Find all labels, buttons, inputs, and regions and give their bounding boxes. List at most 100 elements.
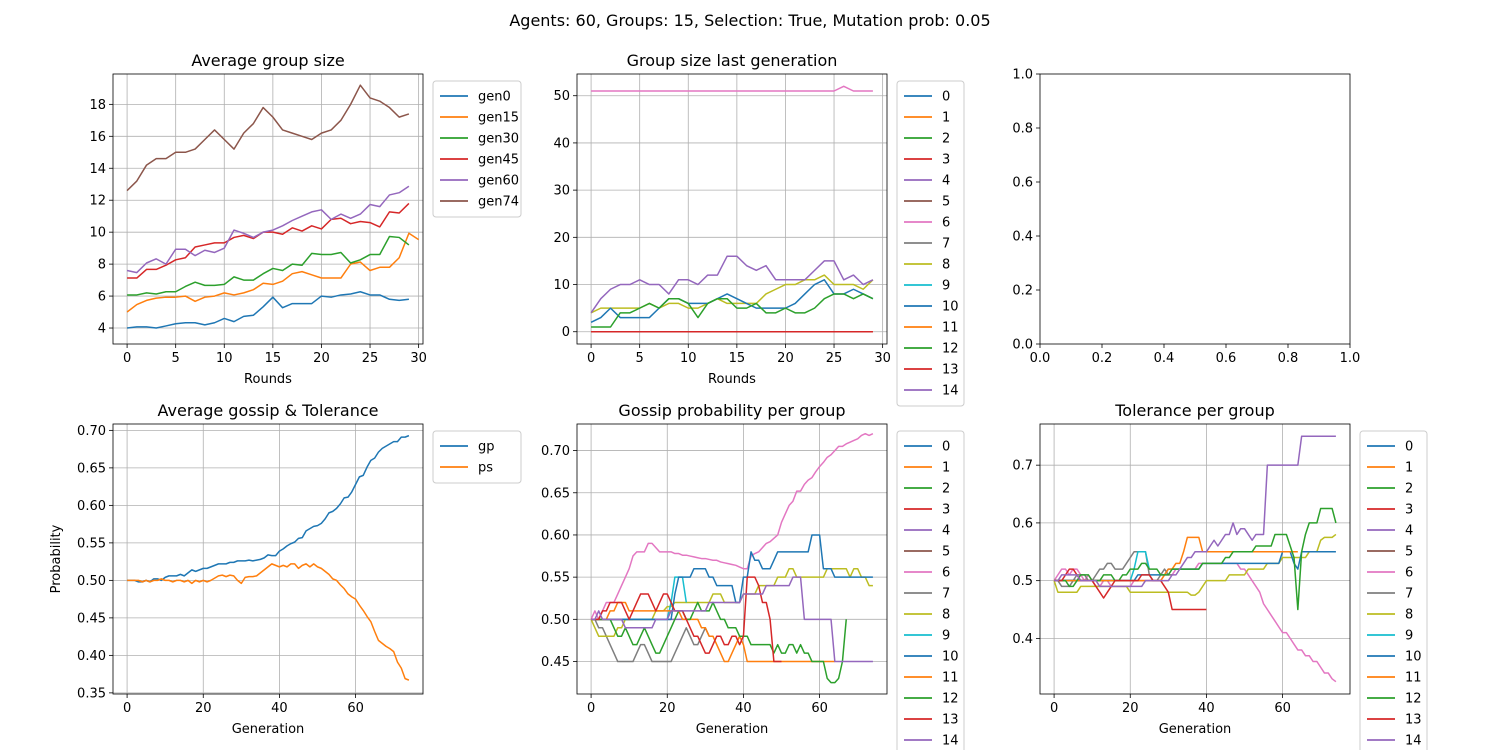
legend-box <box>432 80 522 218</box>
y-tick-label: 40 <box>553 136 570 151</box>
legend-label: 4 <box>1405 524 1413 539</box>
y-tick-label: 0.50 <box>541 613 570 628</box>
legend-label: 12 <box>942 342 959 357</box>
x-tick-label: 15 <box>729 351 746 366</box>
x-tick-label: 25 <box>826 351 843 366</box>
legend-label: 12 <box>942 692 959 707</box>
legend-label: 0 <box>1405 440 1413 455</box>
y-tick-label: 6 <box>98 290 106 305</box>
y-tick-label: 0.65 <box>541 486 570 501</box>
x-tick-label: 30 <box>874 351 891 366</box>
x-axis-label: Rounds <box>708 372 756 387</box>
x-tick-label: 0.6 <box>1216 351 1237 366</box>
y-tick-label: 30 <box>553 184 570 199</box>
y-tick-label: 0.45 <box>541 655 570 670</box>
y-tick-label: 4 <box>98 322 106 337</box>
x-tick-label: 15 <box>265 351 282 366</box>
chart-title: Gossip probability per group <box>618 401 845 420</box>
plot-area <box>113 424 423 694</box>
chart-title: Average gossip & Tolerance <box>158 401 379 420</box>
x-tick-label: 20 <box>659 701 676 716</box>
legend-label: 13 <box>942 713 959 728</box>
series-line-10 <box>590 279 874 323</box>
x-tick-label: 40 <box>271 701 288 716</box>
y-tick-label: 0.5 <box>1012 574 1033 589</box>
plot-frame <box>112 73 424 345</box>
series-line-gen30 <box>127 235 410 296</box>
series-line-12 <box>591 293 874 328</box>
legend-label: gen0 <box>478 90 511 105</box>
chart-title: Average group size <box>191 51 344 70</box>
legend-label: 14 <box>942 734 959 749</box>
legend-label: 13 <box>942 363 959 378</box>
legend-label: 5 <box>1405 545 1413 560</box>
y-tick-label: 0.4 <box>1012 230 1033 245</box>
legend-label: 3 <box>942 503 950 518</box>
legend-label: 5 <box>942 545 950 560</box>
legend-label: 4 <box>942 524 950 539</box>
series-line-6 <box>590 432 874 621</box>
legend-label: gen30 <box>478 132 519 147</box>
x-tick-label: 20 <box>1122 701 1139 716</box>
y-tick-label: 1.0 <box>1012 68 1033 83</box>
x-tick-label: 5 <box>636 351 644 366</box>
x-axis-label: Rounds <box>244 372 292 387</box>
plot-area <box>1040 74 1350 344</box>
series-line-12 <box>1054 507 1337 611</box>
legend-box <box>896 430 965 750</box>
legend-label: 14 <box>1405 734 1422 749</box>
plot-area <box>1040 424 1350 694</box>
legend-box <box>1359 430 1428 750</box>
x-tick-label: 0 <box>1050 701 1058 716</box>
y-tick-label: 0.65 <box>77 461 106 476</box>
y-tick-label: 0.60 <box>77 499 106 514</box>
x-tick-label: 40 <box>735 701 752 716</box>
y-tick-label: 0.70 <box>541 444 570 459</box>
series-line-12 <box>591 601 847 684</box>
series-line-ps <box>127 563 410 681</box>
legend-label: 2 <box>942 482 950 497</box>
y-tick-label: 0 <box>562 325 570 340</box>
y-tick-label: 0.40 <box>77 649 106 664</box>
x-tick-label: 0 <box>123 701 131 716</box>
legend-label: 3 <box>1405 503 1413 518</box>
legend-label: gp <box>478 440 495 455</box>
legend-label: 0 <box>942 90 950 105</box>
x-tick-label: 0.8 <box>1278 351 1299 366</box>
x-tick-label: 0.4 <box>1154 351 1175 366</box>
legend-label: 12 <box>1405 692 1422 707</box>
y-tick-label: 0.6 <box>1012 516 1033 531</box>
x-tick-label: 20 <box>195 701 212 716</box>
plot-frame <box>1039 73 1351 345</box>
x-axis-label: Generation <box>1159 722 1232 737</box>
plot-frame <box>112 423 424 695</box>
chart-4: 0 20 40 60 0.35 0.40 0.45 0.50 0.55 0.60 0.65 0.70 A… <box>49 401 522 737</box>
legend-label: 1 <box>942 111 950 126</box>
chart-title: Tolerance per group <box>1114 401 1275 420</box>
y-tick-label: 0.6 <box>1012 176 1033 191</box>
legend-label: 8 <box>1405 608 1413 623</box>
legend-label: 6 <box>942 216 950 231</box>
x-tick-label: 0 <box>587 351 595 366</box>
legend-label: 3 <box>942 153 950 168</box>
legend-label: 10 <box>942 650 959 665</box>
x-axis-label: Generation <box>696 722 769 737</box>
figure-title: Agents: 60, Groups: 15, Selection: True,… <box>509 11 991 30</box>
chart-1: 0 5 10 15 20 25 30 4 6 8 10 12 14 16 18 Average group s… <box>89 51 522 387</box>
y-tick-label: 0.50 <box>77 574 106 589</box>
legend-label: gen74 <box>478 195 519 210</box>
plot-area <box>113 74 423 344</box>
y-tick-label: 0.7 <box>1012 459 1033 474</box>
y-tick-label: 10 <box>89 226 106 241</box>
x-tick-label: 10 <box>680 351 697 366</box>
x-tick-label: 25 <box>362 351 379 366</box>
y-tick-label: 12 <box>89 194 106 209</box>
legend-box <box>432 430 522 484</box>
y-tick-label: 0.8 <box>1012 122 1033 137</box>
series-line-11 <box>591 601 835 663</box>
legend-label: 10 <box>1405 650 1422 665</box>
